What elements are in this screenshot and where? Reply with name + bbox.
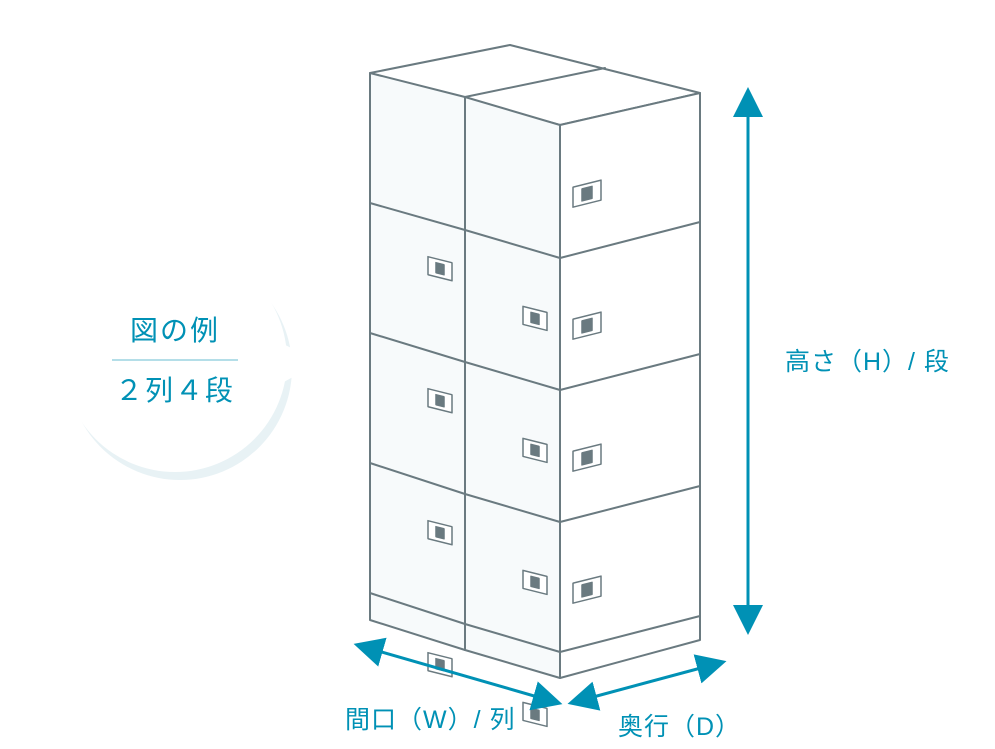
locker-diagram: 高さ（H）/ 段 間口（W）/ 列 奥行（D） 図の例 ２列４段 bbox=[0, 0, 995, 749]
depth-label: 奥行（D） bbox=[618, 713, 741, 741]
width-label: 間口（W）/ 列 bbox=[345, 706, 516, 734]
callout-bubble: 図の例 ２列４段 bbox=[63, 248, 320, 480]
callout-subtitle: ２列４段 bbox=[115, 375, 235, 406]
height-dimension: 高さ（H）/ 段 bbox=[748, 102, 950, 620]
callout-title: 図の例 bbox=[130, 315, 220, 346]
locker-drawing bbox=[370, 45, 700, 726]
height-label: 高さ（H）/ 段 bbox=[785, 348, 950, 376]
depth-dimension: 奥行（D） bbox=[582, 665, 741, 741]
